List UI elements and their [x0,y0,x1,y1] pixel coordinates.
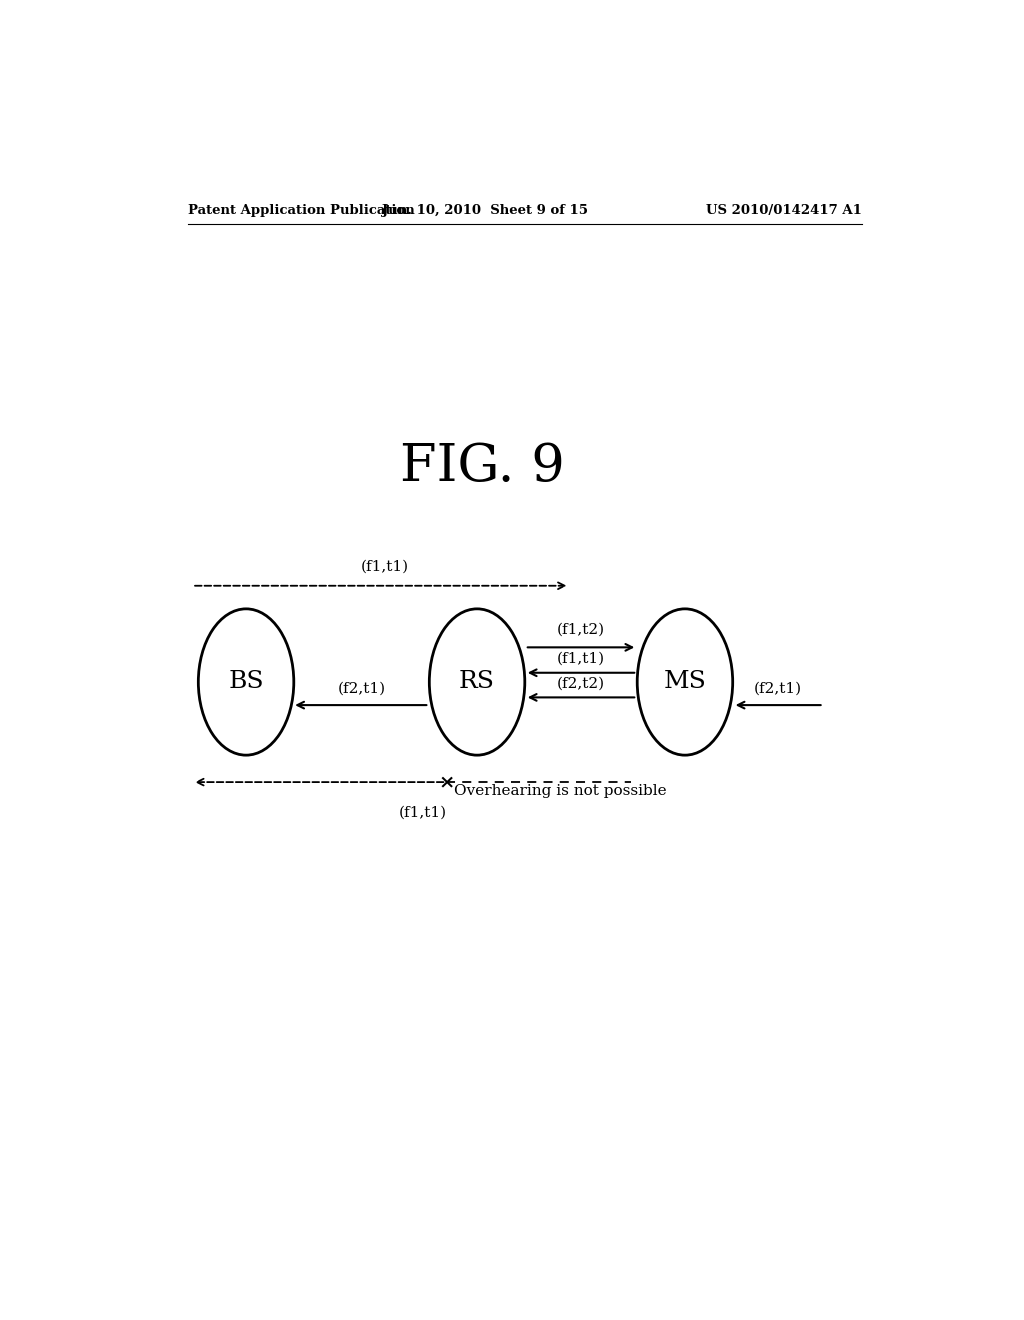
Text: MS: MS [664,671,707,693]
Text: Jun. 10, 2010  Sheet 9 of 15: Jun. 10, 2010 Sheet 9 of 15 [382,205,588,218]
Text: (f1,t1): (f1,t1) [360,560,409,573]
Text: FIG. 9: FIG. 9 [400,441,565,492]
Text: RS: RS [459,671,495,693]
Text: (f2,t1): (f2,t1) [754,681,802,696]
Text: (f1,t2): (f1,t2) [557,623,605,636]
Text: ×: × [438,774,455,791]
Text: BS: BS [228,671,264,693]
Text: (f1,t1): (f1,t1) [557,652,605,665]
Text: (f2,t1): (f2,t1) [338,681,386,696]
Text: (f2,t2): (f2,t2) [557,677,605,690]
Text: Patent Application Publication: Patent Application Publication [188,205,415,218]
Text: Overhearing is not possible: Overhearing is not possible [454,784,667,797]
Text: US 2010/0142417 A1: US 2010/0142417 A1 [707,205,862,218]
Text: (f1,t1): (f1,t1) [399,805,447,820]
